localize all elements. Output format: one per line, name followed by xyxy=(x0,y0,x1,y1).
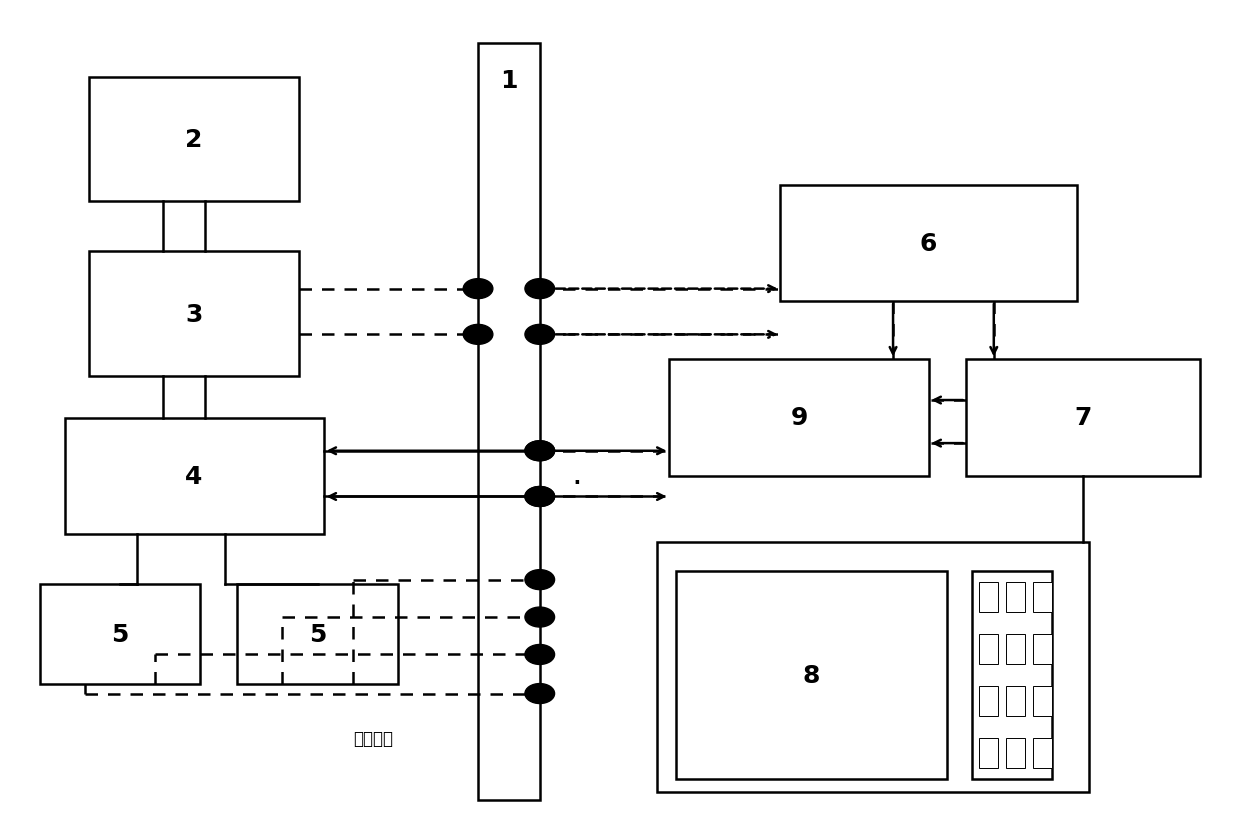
Text: 4: 4 xyxy=(186,464,203,488)
Text: 7: 7 xyxy=(1074,406,1091,430)
Bar xyxy=(1033,686,1052,716)
Circle shape xyxy=(525,441,554,461)
Circle shape xyxy=(525,325,554,345)
Circle shape xyxy=(525,279,554,299)
Bar xyxy=(670,359,929,477)
Circle shape xyxy=(464,279,492,299)
Text: 2: 2 xyxy=(186,128,203,152)
Bar xyxy=(980,686,998,716)
Bar xyxy=(780,186,1076,302)
Text: 8: 8 xyxy=(802,664,820,687)
Bar xyxy=(980,738,998,768)
Bar xyxy=(237,584,398,684)
Circle shape xyxy=(525,487,554,507)
Circle shape xyxy=(525,607,554,627)
Circle shape xyxy=(464,325,492,345)
Text: .: . xyxy=(572,457,582,491)
Bar xyxy=(89,252,299,376)
Circle shape xyxy=(525,487,554,507)
Bar xyxy=(479,44,539,800)
Bar xyxy=(40,584,201,684)
Bar xyxy=(1033,583,1052,613)
Bar xyxy=(1006,686,1025,716)
Text: 6: 6 xyxy=(920,232,937,256)
Text: 5: 5 xyxy=(309,622,326,646)
Bar xyxy=(657,543,1089,792)
Text: 1: 1 xyxy=(500,69,517,93)
Text: 3: 3 xyxy=(186,302,203,326)
Circle shape xyxy=(525,684,554,704)
Bar xyxy=(64,418,324,534)
Circle shape xyxy=(525,645,554,665)
Bar xyxy=(980,583,998,613)
Circle shape xyxy=(525,441,554,461)
Bar xyxy=(676,572,947,779)
Bar xyxy=(1033,635,1052,665)
Text: 转速信号: 转速信号 xyxy=(353,729,393,747)
Bar xyxy=(972,572,1052,779)
Bar xyxy=(980,635,998,665)
Circle shape xyxy=(525,570,554,590)
Bar xyxy=(1006,738,1025,768)
Bar xyxy=(966,359,1200,477)
Bar xyxy=(89,78,299,202)
Bar xyxy=(1006,583,1025,613)
Text: 9: 9 xyxy=(790,406,807,430)
Bar xyxy=(1033,738,1052,768)
Text: 5: 5 xyxy=(112,622,129,646)
Bar xyxy=(1006,635,1025,665)
